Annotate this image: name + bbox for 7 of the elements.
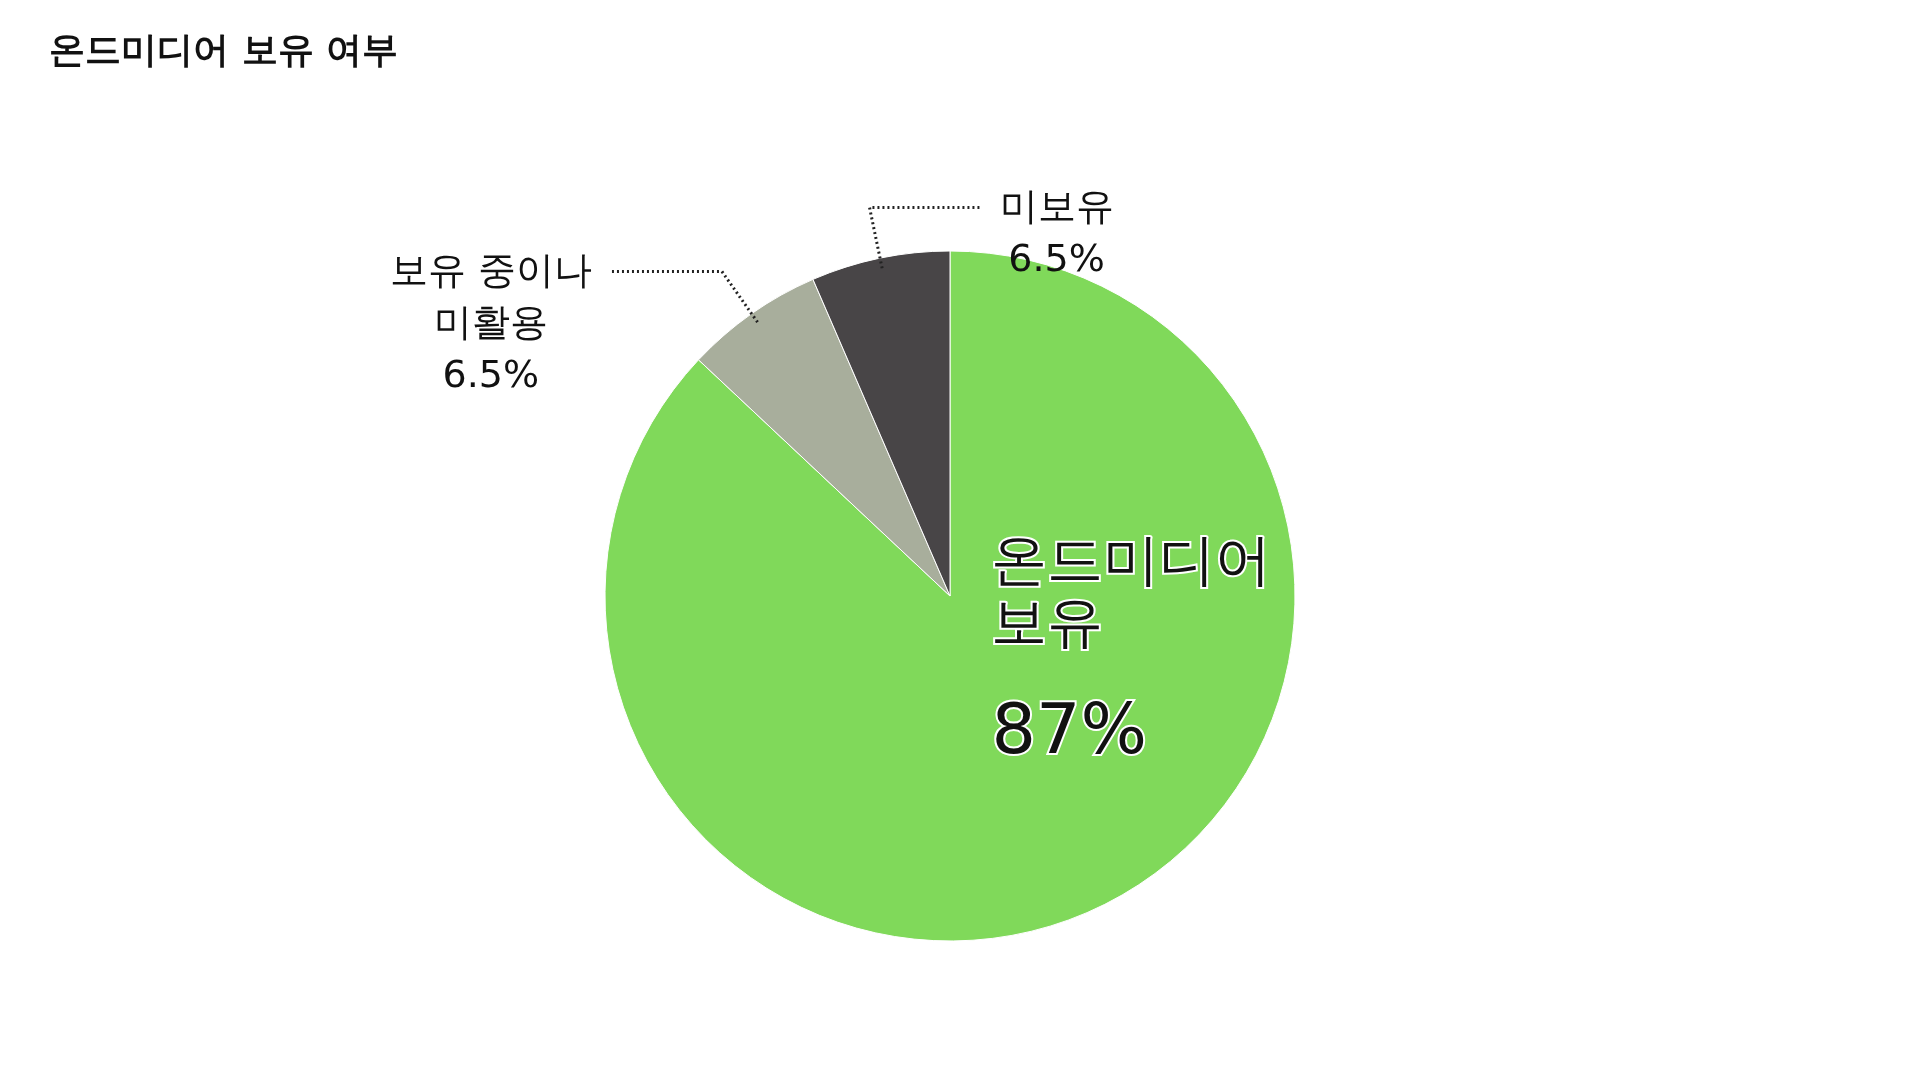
slice-label: 미보유: [999, 184, 1114, 229]
data-label: 87%: [991, 687, 1147, 770]
slice-label: 온드미디어 보유: [991, 526, 1272, 654]
chart-title: 온드미디어 보유 여부: [49, 29, 399, 70]
slice-label: 보유 중이나 미활용: [389, 248, 592, 345]
data-label: 6.5%: [1008, 236, 1105, 281]
data-label: 6.5%: [442, 352, 540, 397]
